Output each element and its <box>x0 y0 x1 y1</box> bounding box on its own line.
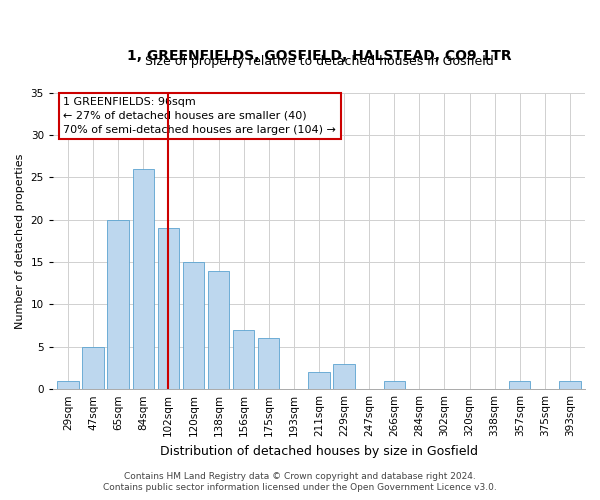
Text: 1, GREENFIELDS, GOSFIELD, HALSTEAD, CO9 1TR: 1, GREENFIELDS, GOSFIELD, HALSTEAD, CO9 … <box>127 49 511 63</box>
Text: Contains HM Land Registry data © Crown copyright and database right 2024.
Contai: Contains HM Land Registry data © Crown c… <box>103 472 497 492</box>
Bar <box>158 228 179 389</box>
Bar <box>258 338 280 389</box>
Bar <box>183 262 204 389</box>
Title: Size of property relative to detached houses in Gosfield: Size of property relative to detached ho… <box>145 54 493 68</box>
Bar <box>208 270 229 389</box>
Bar <box>133 169 154 389</box>
Bar <box>308 372 329 389</box>
Y-axis label: Number of detached properties: Number of detached properties <box>15 153 25 328</box>
Text: 1 GREENFIELDS: 96sqm
← 27% of detached houses are smaller (40)
70% of semi-detac: 1 GREENFIELDS: 96sqm ← 27% of detached h… <box>64 97 337 135</box>
Bar <box>383 380 405 389</box>
Bar <box>82 347 104 389</box>
Bar <box>509 380 530 389</box>
Bar <box>334 364 355 389</box>
X-axis label: Distribution of detached houses by size in Gosfield: Distribution of detached houses by size … <box>160 444 478 458</box>
Bar <box>107 220 129 389</box>
Bar <box>233 330 254 389</box>
Bar <box>57 380 79 389</box>
Bar <box>559 380 581 389</box>
